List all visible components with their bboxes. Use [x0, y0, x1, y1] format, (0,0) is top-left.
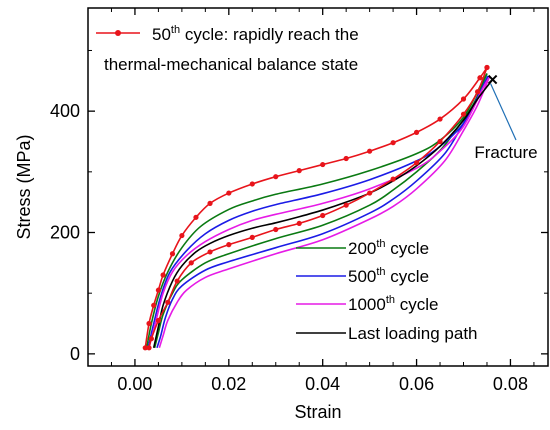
series-c50-point — [343, 155, 349, 162]
legend-entry-c50: 50th cycle: rapidly reach the thermal-mec… — [96, 24, 359, 74]
series-c50-point — [148, 336, 154, 342]
series-c50-point — [249, 234, 255, 240]
series-c50-point — [367, 190, 373, 196]
legend-label-c1000: 1000th cycle — [348, 294, 438, 314]
series-c50-point — [174, 278, 180, 284]
legend-entry-c1000: 1000th cycle — [296, 294, 438, 314]
y-tick-label: 200 — [50, 223, 80, 243]
series-c50-loading-line — [144, 67, 488, 348]
series-c50-point — [343, 202, 349, 208]
series-c50-point — [460, 111, 467, 117]
series-c50-point — [320, 161, 326, 168]
series-c50-point — [437, 116, 443, 122]
legend-label-c200: 200th cycle — [348, 238, 429, 258]
series-c500 — [147, 75, 489, 349]
x-tick-label: 0.04 — [305, 374, 340, 394]
fracture-annotation: Fracture — [474, 74, 538, 162]
series-c50-point — [155, 317, 162, 324]
series-c1000-unloading-line — [158, 76, 491, 349]
y-tick-label: 0 — [70, 344, 80, 364]
series-c50-point — [193, 214, 199, 220]
series-c50-point — [151, 302, 157, 308]
series-c50-point — [484, 64, 490, 71]
x-tick-label: 0.02 — [211, 374, 246, 394]
series-c1000-loading-line — [148, 76, 491, 348]
x-tick-label: 0.06 — [399, 374, 434, 394]
series-c50-point — [460, 96, 467, 102]
series-c50-point — [273, 174, 279, 180]
legend-marker-c50 — [115, 30, 121, 36]
series-c50-point — [477, 75, 483, 81]
x-tick-label: 0.08 — [493, 374, 528, 394]
tick-labels: 0.00 0.02 0.04 0.06 0.08 0 200 400 — [50, 101, 528, 394]
series-c50-point — [160, 272, 166, 278]
series-last-loading-line — [152, 79, 494, 348]
series-c50-point — [390, 140, 396, 146]
series-last — [152, 79, 494, 348]
series-c50-point — [390, 176, 396, 182]
series-c500-unloading-line — [156, 75, 489, 349]
x-tick-label: 0.00 — [117, 374, 152, 394]
series-c50-point — [226, 242, 232, 248]
y-axis-label: Stress (MPa) — [14, 134, 34, 239]
series-c500-loading-line — [147, 75, 489, 348]
legend: 50th cycle: rapidly reach the thermal-mec… — [96, 24, 478, 343]
series-c50-point — [273, 226, 279, 233]
series-c50-point — [155, 287, 162, 293]
y-tick-label: 400 — [50, 101, 80, 121]
series-c50-point — [188, 260, 194, 266]
series-c50-point — [413, 160, 420, 166]
axis-ticks — [88, 8, 548, 366]
series-c200-loading-line — [145, 73, 488, 348]
legend-label-c50-line2: thermal-mechanical balance state — [104, 55, 358, 74]
series-c50-point — [146, 345, 152, 351]
series-c50 — [142, 64, 490, 351]
fracture-pointer — [490, 83, 517, 141]
legend-entry-c200: 200th cycle — [296, 238, 429, 258]
series-c50-point — [226, 190, 232, 196]
fracture-mark — [487, 74, 498, 85]
series-c50-point — [320, 212, 326, 219]
series-c50-point — [169, 251, 176, 257]
series-c50-point — [146, 320, 152, 327]
series-c50-point — [207, 249, 213, 255]
series-c50-point — [179, 232, 185, 239]
legend-entry-last: Last loading path — [296, 324, 478, 343]
series-c50-point — [296, 168, 302, 174]
legend-label-c50: 50th cycle: rapidly reach the — [152, 24, 359, 44]
fracture-label: Fracture — [474, 143, 537, 162]
series-c1000 — [148, 76, 491, 349]
legend-label-c500: 500th cycle — [348, 266, 429, 286]
series-c50-point — [249, 181, 255, 187]
legend-entry-c500: 500th cycle — [296, 266, 429, 286]
series-layer — [142, 64, 494, 351]
series-c50-point — [142, 345, 148, 351]
series-c50-point — [207, 200, 213, 206]
series-c50-point — [165, 299, 171, 305]
series-c50-point — [413, 129, 420, 135]
series-c50-point — [367, 148, 373, 154]
series-c50-point — [474, 89, 481, 95]
plot-frame — [87, 7, 549, 367]
series-c50-point — [296, 220, 302, 227]
x-axis-label: Strain — [294, 402, 341, 422]
series-c50-point — [437, 138, 443, 145]
legend-label-last: Last loading path — [348, 324, 478, 343]
